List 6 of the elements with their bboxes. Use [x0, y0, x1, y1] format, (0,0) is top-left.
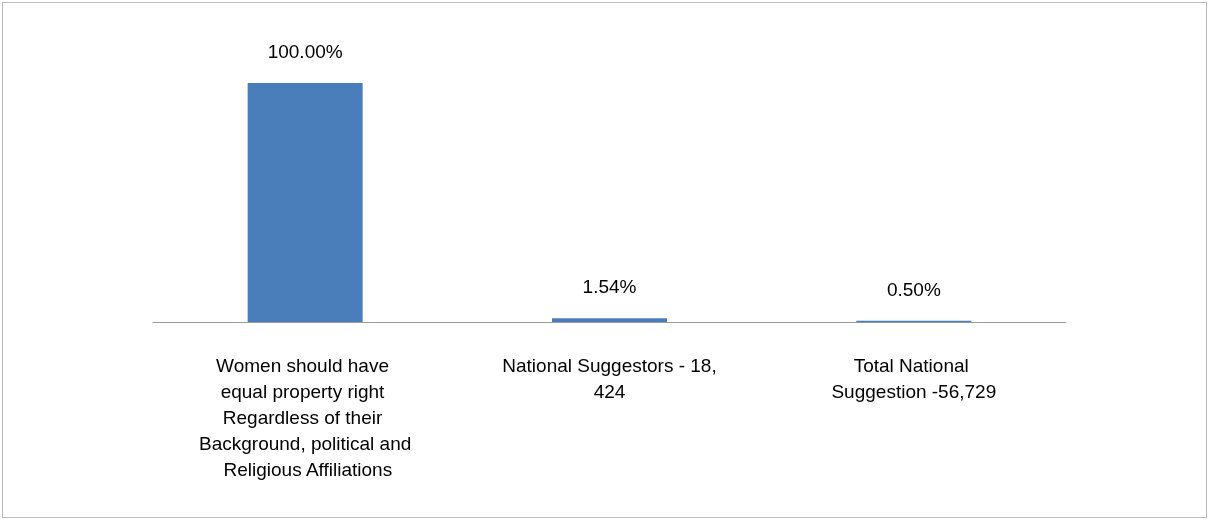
x-tick-label: Women should have equal property right Regardless of their Background, political and Religious Affiliations: [199, 354, 412, 480]
x-tick-label: National Suggestors - 18,424: [502, 354, 717, 402]
data-label: 1.54%: [582, 276, 637, 298]
x-tick-label: Total National Suggestion -56,729: [831, 354, 997, 402]
data-label: 0.50%: [886, 278, 941, 300]
data-label: 100.00%: [267, 41, 343, 62]
